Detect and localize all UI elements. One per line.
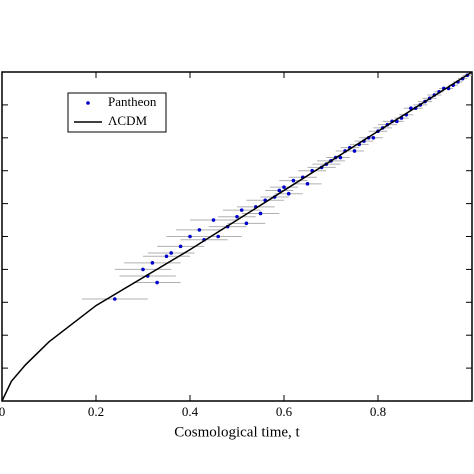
data-point	[188, 234, 192, 239]
data-point	[164, 254, 169, 259]
x-tick-label: 0	[0, 404, 5, 419]
x-axis-title: Cosmological time, t	[174, 424, 300, 440]
legend-label: ΛCDM	[108, 113, 147, 128]
legend-box	[67, 92, 167, 133]
legend-marker	[86, 101, 90, 105]
data-point	[291, 178, 296, 183]
x-tick-label: 0.4	[182, 404, 199, 419]
legend-label: Pantheon	[108, 94, 157, 109]
x-tick-label: 0.8	[370, 404, 386, 419]
data-point	[286, 191, 291, 196]
data-point	[282, 185, 286, 189]
data-point	[244, 221, 249, 226]
data-point	[371, 136, 376, 140]
data-point	[155, 280, 159, 285]
data-point	[169, 251, 173, 255]
data-point	[178, 244, 183, 249]
data-point	[150, 261, 155, 265]
data-point	[211, 218, 216, 222]
data-point	[277, 188, 282, 193]
data-point	[258, 211, 263, 216]
data-point	[216, 234, 220, 239]
data-point	[338, 155, 343, 160]
data-point	[239, 208, 244, 212]
data-point	[352, 149, 357, 153]
x-tick-label: 0.6	[276, 404, 293, 419]
data-point	[113, 297, 117, 301]
data-point	[305, 182, 310, 186]
model-line	[1, 71, 473, 402]
x-tick-label: 0.2	[88, 404, 104, 419]
data-point	[197, 228, 202, 232]
data-point	[235, 214, 239, 219]
data-point	[141, 267, 145, 272]
